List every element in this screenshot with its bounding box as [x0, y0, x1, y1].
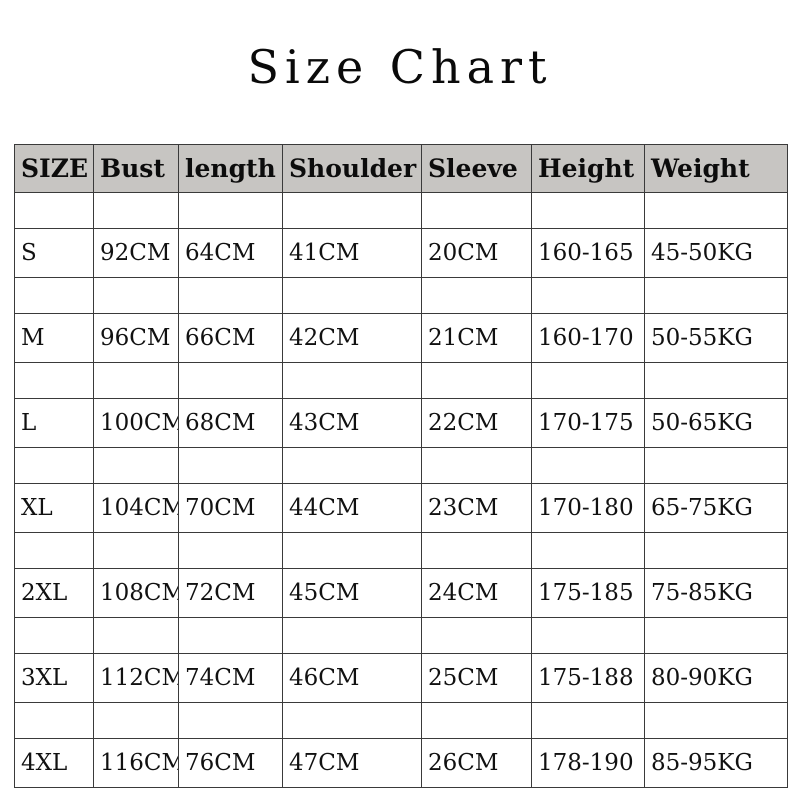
cell-length: 66CM — [178, 313, 283, 363]
cell-size: L — [14, 398, 94, 448]
cell-bust: 100CM — [93, 398, 179, 448]
table-row: 4XL 116CM 76CM 47CM 26CM 178-190 85-95KG — [14, 738, 788, 788]
cell-sleeve: 26CM — [421, 738, 532, 788]
cell-bust: 96CM — [93, 313, 179, 363]
cell-shoulder: 46CM — [282, 653, 422, 703]
cell-shoulder: 41CM — [282, 228, 422, 278]
table-body: S 92CM 64CM 41CM 20CM 160-165 45-50KG M … — [14, 192, 788, 788]
cell-height: 178-190 — [531, 738, 645, 788]
cell-weight: 50-55KG — [644, 313, 788, 363]
column-header-length: length — [178, 144, 283, 193]
cell-weight: 75-85KG — [644, 568, 788, 618]
cell-sleeve: 21CM — [421, 313, 532, 363]
cell-bust: 112CM — [93, 653, 179, 703]
spacer-row — [14, 277, 788, 314]
cell-sleeve: 20CM — [421, 228, 532, 278]
cell-size: 2XL — [14, 568, 94, 618]
cell-bust: 108CM — [93, 568, 179, 618]
table-row: 3XL 112CM 74CM 46CM 25CM 175-188 80-90KG — [14, 653, 788, 703]
cell-size: S — [14, 228, 94, 278]
column-header-size: SIZE — [14, 144, 94, 193]
table-row: M 96CM 66CM 42CM 21CM 160-170 50-55KG — [14, 313, 788, 363]
table-row: XL 104CM 70CM 44CM 23CM 170-180 65-75KG — [14, 483, 788, 533]
cell-sleeve: 23CM — [421, 483, 532, 533]
cell-size: 4XL — [14, 738, 94, 788]
cell-weight: 45-50KG — [644, 228, 788, 278]
header-row: SIZE Bust length Shoulder Sleeve Height … — [14, 144, 788, 193]
cell-length: 70CM — [178, 483, 283, 533]
size-chart-table-container: SIZE Bust length Shoulder Sleeve Height … — [14, 144, 788, 788]
cell-size: M — [14, 313, 94, 363]
table-header: SIZE Bust length Shoulder Sleeve Height … — [14, 144, 788, 193]
cell-height: 160-165 — [531, 228, 645, 278]
cell-height: 160-170 — [531, 313, 645, 363]
spacer-row — [14, 532, 788, 569]
cell-sleeve: 22CM — [421, 398, 532, 448]
cell-bust: 116CM — [93, 738, 179, 788]
cell-length: 74CM — [178, 653, 283, 703]
table-row: 2XL 108CM 72CM 45CM 24CM 175-185 75-85KG — [14, 568, 788, 618]
table-row: S 92CM 64CM 41CM 20CM 160-165 45-50KG — [14, 228, 788, 278]
spacer-row — [14, 447, 788, 484]
cell-height: 170-175 — [531, 398, 645, 448]
cell-height: 170-180 — [531, 483, 645, 533]
cell-weight: 85-95KG — [644, 738, 788, 788]
page-title: Size Chart — [247, 40, 553, 94]
cell-shoulder: 42CM — [282, 313, 422, 363]
cell-bust: 92CM — [93, 228, 179, 278]
cell-size: 3XL — [14, 653, 94, 703]
cell-shoulder: 47CM — [282, 738, 422, 788]
column-header-sleeve: Sleeve — [421, 144, 532, 193]
cell-shoulder: 45CM — [282, 568, 422, 618]
spacer-row — [14, 617, 788, 654]
cell-height: 175-185 — [531, 568, 645, 618]
column-header-bust: Bust — [93, 144, 179, 193]
cell-sleeve: 24CM — [421, 568, 532, 618]
column-header-weight: Weight — [644, 144, 788, 193]
spacer-row — [14, 702, 788, 739]
column-header-shoulder: Shoulder — [282, 144, 422, 193]
table-row: L 100CM 68CM 43CM 22CM 170-175 50-65KG — [14, 398, 788, 448]
cell-sleeve: 25CM — [421, 653, 532, 703]
cell-length: 68CM — [178, 398, 283, 448]
cell-weight: 50-65KG — [644, 398, 788, 448]
spacer-row — [14, 192, 788, 229]
cell-weight: 80-90KG — [644, 653, 788, 703]
cell-weight: 65-75KG — [644, 483, 788, 533]
spacer-row — [14, 362, 788, 399]
column-header-height: Height — [531, 144, 645, 193]
cell-height: 175-188 — [531, 653, 645, 703]
cell-length: 72CM — [178, 568, 283, 618]
cell-length: 64CM — [178, 228, 283, 278]
size-chart-table: SIZE Bust length Shoulder Sleeve Height … — [14, 144, 788, 788]
cell-length: 76CM — [178, 738, 283, 788]
cell-bust: 104CM — [93, 483, 179, 533]
cell-size: XL — [14, 483, 94, 533]
cell-shoulder: 44CM — [282, 483, 422, 533]
cell-shoulder: 43CM — [282, 398, 422, 448]
